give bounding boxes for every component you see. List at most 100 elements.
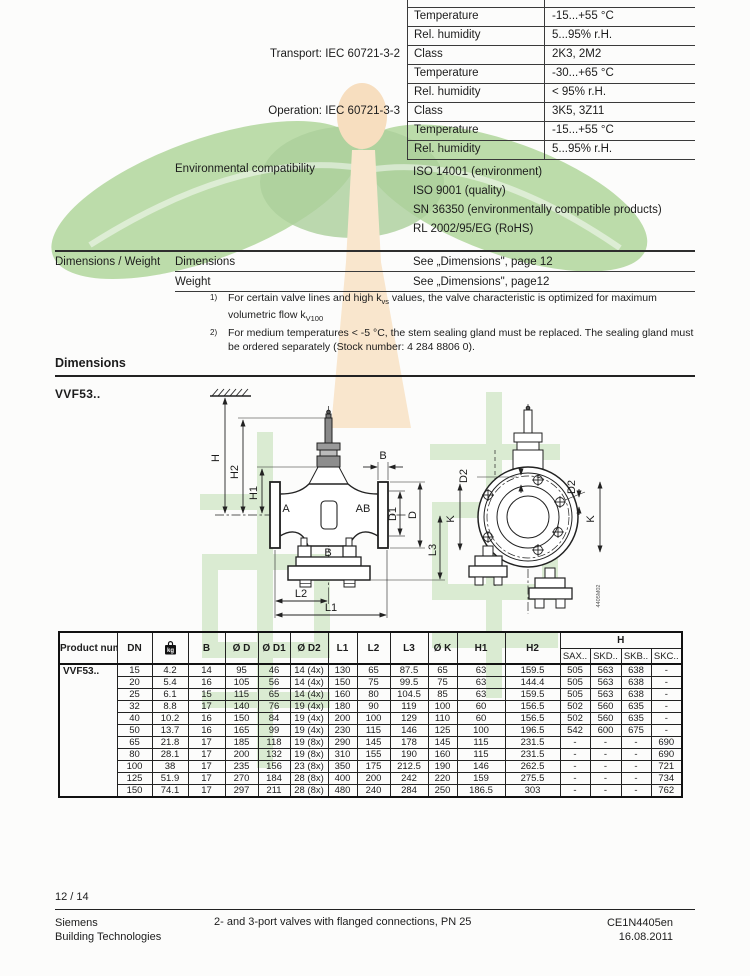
table-row: VVF53.. 15 4.2 14 95 46 14 (4x) 130 65 87.5 65 63 15… <box>58 663 683 798</box>
dim-cell: 635 <box>620 712 652 725</box>
dim-cell: 144.4 <box>504 676 561 689</box>
dimensions-weight-row: Dimensions / Weight Dimensions See „Dime… <box>55 252 695 272</box>
dim-cell: 638 <box>620 676 652 689</box>
table-row: 125 51.9 17 270 184 28 (8x) 400 200 242 220 159 275… <box>59 772 683 785</box>
compat-value: ISO 9001 (quality) <box>413 185 506 197</box>
dim-label-b-top: B <box>379 450 386 462</box>
env-row: Temperature -15...+55 °C <box>55 122 695 141</box>
dim-label-h1: H1 <box>248 486 260 500</box>
dim-cell: 25 <box>116 688 153 701</box>
dim-cell: 156 <box>257 760 291 773</box>
col-h-group: H <box>559 631 683 649</box>
dim-cell: 104.5 <box>389 688 429 701</box>
dim-cell: 65 <box>356 663 391 677</box>
dim-cell: 84 <box>257 712 291 725</box>
dim-cell: 40 <box>116 712 153 725</box>
dim-cell: 350 <box>327 760 358 773</box>
dim-cell: 80 <box>356 688 391 701</box>
dim-cell: - <box>559 772 591 785</box>
dim-cell: 65 <box>257 688 291 701</box>
env-value: 3K5, 3Z11 <box>552 105 605 117</box>
env-property: Class <box>414 48 443 60</box>
dim-cell: 560 <box>589 712 622 725</box>
dim-label-h2: H2 <box>229 465 241 479</box>
dim-cell: - <box>620 736 652 749</box>
env-property: Class <box>414 105 443 117</box>
dim-cell: 115 <box>224 688 259 701</box>
dim-cell: 99.5 <box>389 676 429 689</box>
dim-cell: 400 <box>327 772 358 785</box>
footer-company: Siemens Building Technologies <box>55 916 161 944</box>
divider <box>175 291 695 292</box>
dim-cell: - <box>589 748 622 761</box>
dim-cell: 74.1 <box>151 784 189 798</box>
dim-cell: 63 <box>456 663 506 677</box>
dim-cell: 115 <box>456 736 506 749</box>
footnote-text: For medium temperatures < -5 °C, the ste… <box>228 327 694 353</box>
table-row: 20 5.4 16 105 56 14 (4x) 150 75 99.5 75 63 144.4 505… <box>59 676 683 689</box>
footnote-text: For certain valve lines and high k <box>228 292 382 304</box>
env-value: 2K3, 2M2 <box>552 48 602 60</box>
dim-cell: 115 <box>456 748 506 761</box>
dim-cell: 129 <box>389 712 429 725</box>
dim-cell: 150 <box>116 784 153 798</box>
footnote-2: 2) For medium temperatures < -5 °C, the … <box>210 327 696 354</box>
dim-cell: - <box>650 676 683 689</box>
dim-cell: 165 <box>224 724 259 737</box>
dim-cell: 28 (8x) <box>289 784 329 798</box>
dim-label-d2-left: D2 <box>458 469 470 483</box>
dim-cell: 56 <box>257 676 291 689</box>
col-h-sax: SAX.. <box>559 648 591 665</box>
dim-cell: 690 <box>650 748 683 761</box>
dim-cell: 19 (8x) <box>289 736 329 749</box>
dim-cell: 200 <box>356 772 391 785</box>
dim-cell: 310 <box>327 748 358 761</box>
col-d1: Ø D1 <box>257 631 291 665</box>
dim-label-l2: L2 <box>295 588 307 600</box>
table-row: 32 8.8 17 140 76 19 (4x) 180 90 119 100 60 156.5 502… <box>59 700 683 713</box>
dim-cell: 145 <box>356 736 391 749</box>
dim-cell: 51.9 <box>151 772 189 785</box>
dim-cell: 99 <box>257 724 291 737</box>
dim-weight-value: See „Dimensions", page 12 <box>413 256 553 268</box>
dim-cell: 60 <box>456 712 506 725</box>
dim-cell: 140 <box>224 700 259 713</box>
dim-cell: 160 <box>327 688 358 701</box>
dim-cell: 290 <box>327 736 358 749</box>
dim-cell: - <box>559 748 591 761</box>
dim-cell: 32 <box>116 700 153 713</box>
dim-cell: 105 <box>224 676 259 689</box>
dim-cell: - <box>559 784 591 798</box>
dim-cell: 297 <box>224 784 259 798</box>
dim-cell: 721 <box>650 760 683 773</box>
dim-cell: 14 (4x) <box>289 688 329 701</box>
page-number: 12 / 14 <box>55 891 89 903</box>
col-k: Ø K <box>427 631 458 665</box>
env-row: Transport: IEC 60721-3-2 Class 2K3, 2M2 <box>55 46 695 65</box>
dim-cell: - <box>650 663 683 677</box>
col-l2: L2 <box>356 631 391 665</box>
dim-cell: 118 <box>257 736 291 749</box>
env-row: Rel. humidity 5...95% r.H. <box>55 27 695 46</box>
dim-cell: 132 <box>257 748 291 761</box>
dim-cell: - <box>620 784 652 798</box>
env-property: Rel. humidity <box>414 86 481 98</box>
dimensions-heading: Dimensions <box>55 356 126 370</box>
dim-cell: 505 <box>559 663 591 677</box>
env-value: -15...+55 °C <box>552 10 614 22</box>
table-row: 25 6.1 15 115 65 14 (4x) 160 80 104.5 85 63 159.5 50… <box>59 688 683 701</box>
dim-cell: 16 <box>187 712 226 725</box>
dim-cell: 185 <box>224 736 259 749</box>
divider <box>544 84 545 102</box>
env-row: Operation: IEC 60721-3-3 Class 3K5, 3Z11 <box>55 103 695 122</box>
divider <box>544 103 545 121</box>
dim-label-k-left: K <box>445 515 457 523</box>
dim-label-h: H <box>210 454 222 462</box>
col-weight: kg <box>151 631 189 665</box>
document-date: 16.08.2011 <box>618 931 673 943</box>
dim-weight-label: Dimensions <box>175 256 236 268</box>
dim-cell: 60 <box>456 700 506 713</box>
dim-cell: - <box>620 760 652 773</box>
dim-cell: 95 <box>224 663 259 677</box>
compat-value: ISO 14001 (environment) <box>413 166 543 178</box>
